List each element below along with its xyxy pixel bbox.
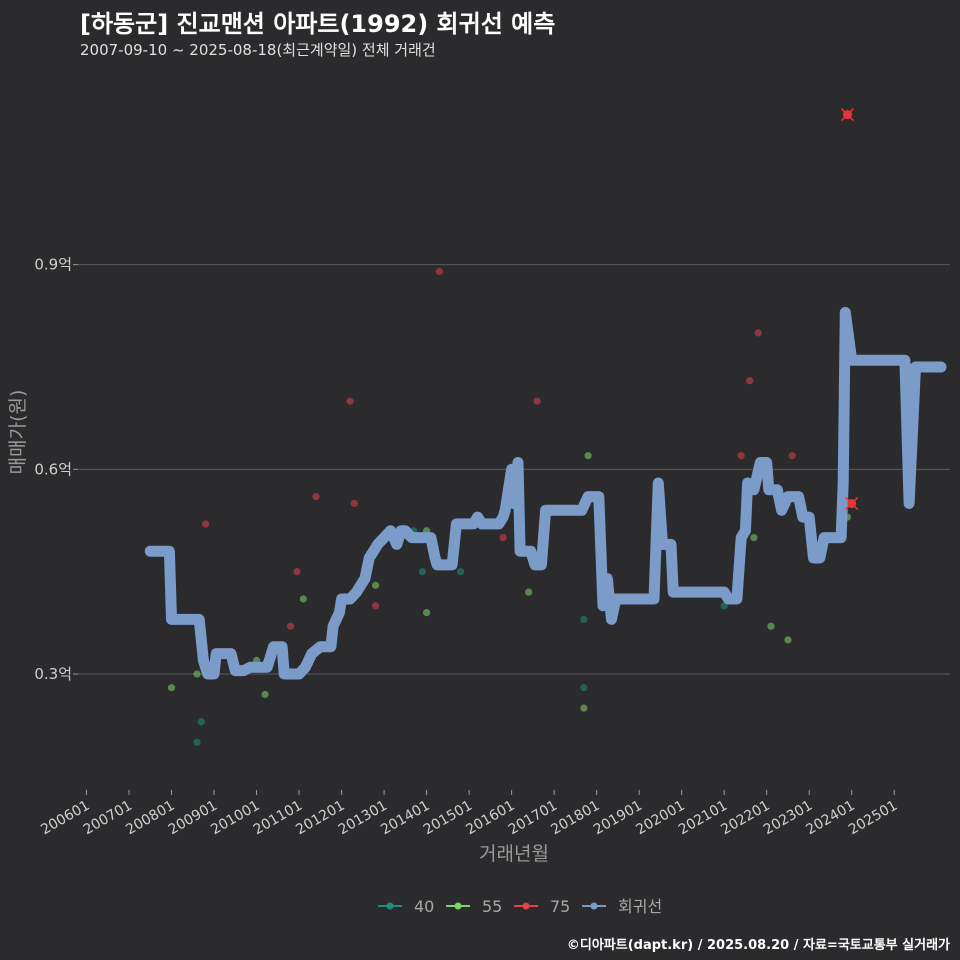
data-point-55	[750, 533, 758, 542]
data-point-75	[746, 377, 754, 385]
data-point-75	[286, 622, 295, 630]
data-point-75	[754, 329, 762, 337]
data-point-75	[499, 533, 507, 542]
highlight-x-marker	[840, 108, 855, 122]
legend-label: 55	[482, 897, 502, 916]
y-tick-label: 0.3억	[34, 665, 72, 683]
data-point-75	[350, 499, 358, 508]
data-point-55	[299, 595, 307, 603]
y-axis-label: 매매가(원)	[7, 390, 29, 475]
data-point-75	[293, 568, 301, 576]
data-point-55	[525, 588, 533, 596]
regression-line	[144, 306, 947, 680]
data-point-75	[371, 602, 380, 610]
source-credit: ©디아파트(dapt.kr) / 2025.08.20 / 자료=국토교통부 실…	[566, 938, 950, 953]
x-axis-ticks: 2006012007012008012009012010012011012012…	[38, 790, 900, 838]
data-point-40	[720, 602, 728, 610]
data-point-55	[784, 636, 792, 644]
legend-swatch-dot	[454, 902, 462, 910]
data-point-40	[193, 738, 201, 746]
data-point-55	[422, 609, 431, 617]
y-tick-label: 0.9억	[34, 256, 72, 274]
data-point-75	[533, 397, 541, 405]
data-point-55	[167, 684, 176, 692]
data-point-40	[197, 718, 205, 726]
data-point-40	[580, 615, 588, 624]
data-point-55	[767, 622, 775, 630]
data-point-55	[580, 704, 588, 712]
data-point-55	[371, 581, 380, 589]
y-axis-ticks: 0.3억 0.6억 0.9억	[34, 256, 78, 683]
data-point-75	[435, 267, 443, 276]
data-point-75	[737, 452, 745, 460]
legend-label: 75	[550, 897, 570, 916]
x-axis-label: 거래년월	[479, 843, 549, 865]
data-point-55	[193, 670, 201, 678]
chart-subtitle: 2007-09-10 ~ 2025-08-18(최근계약일) 전체 거래건	[80, 41, 436, 59]
data-point-75	[312, 493, 320, 501]
data-point-40	[580, 684, 588, 692]
legend-swatch-dot	[590, 902, 598, 910]
legend-swatch-dot	[522, 902, 530, 910]
data-point-55	[584, 452, 592, 460]
x-tick-label: 202501	[846, 798, 900, 839]
legend-swatch-dot	[386, 902, 394, 910]
data-point-40	[418, 568, 426, 576]
legend-label: 회귀선	[618, 897, 662, 916]
data-point-75	[201, 520, 210, 528]
legend: 40 55 75 회귀선	[378, 897, 662, 916]
y-tick-label: 0.6억	[34, 460, 72, 478]
chart-title: [하동군] 진교맨션 아파트(1992) 회귀선 예측	[80, 10, 556, 38]
data-point-55	[261, 690, 269, 699]
data-point-75	[788, 452, 796, 460]
highlighted-points	[840, 108, 859, 511]
data-point-40	[457, 568, 465, 576]
highlight-x-marker	[845, 496, 859, 511]
legend-label: 40	[414, 897, 434, 916]
data-point-75	[346, 397, 354, 405]
